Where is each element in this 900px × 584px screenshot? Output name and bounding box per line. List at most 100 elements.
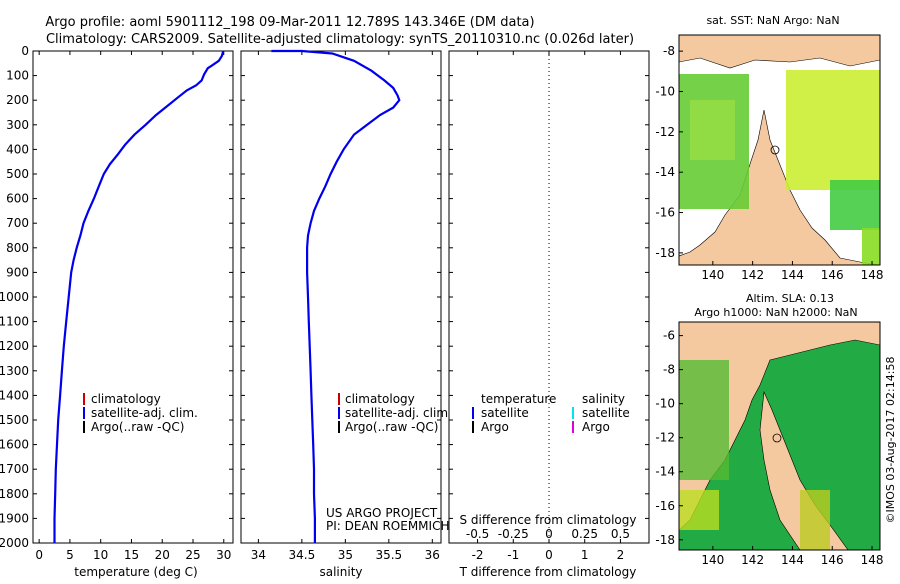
latitude-tick-label: -8 — [663, 44, 675, 58]
legend-swatch-satellite — [338, 407, 340, 419]
legend-label-argo: Argo(..raw -QC) — [345, 420, 438, 434]
temperature-x-tick-label: 30 — [216, 548, 231, 562]
depth-tick-label: 2000 — [0, 536, 29, 550]
temperature-satellite-line — [53, 50, 225, 543]
s-difference-tick-label: 0 — [545, 527, 553, 541]
depth-tick-label: 300 — [6, 118, 29, 132]
temperature-x-tick-label: 10 — [93, 548, 108, 562]
legend-label-satellite: satellite-adj. clim. — [91, 406, 198, 420]
temperature-x-tick-label: 15 — [124, 548, 139, 562]
legend-swatch-satellite — [83, 407, 85, 419]
temperature-x-tick-label: 25 — [185, 548, 200, 562]
legend-label-satellite: satellite-adj. clim. — [345, 406, 452, 420]
sst-map-frame — [678, 34, 881, 266]
depth-tick-label: 1300 — [0, 364, 29, 378]
difference-s-axis-labels: -0.5 -0.25 0 0.25 0.5 — [466, 527, 630, 541]
depth-tick-label: 400 — [6, 142, 29, 156]
t-difference-tick-label: 2 — [617, 548, 625, 562]
salinity-x-tick-label: 35 — [338, 548, 353, 562]
depth-tick-label: 1200 — [0, 339, 29, 353]
temperature-axes-frame — [32, 50, 234, 544]
temperature-x-tick-label: 0 — [35, 548, 43, 562]
difference-depth-ticks — [449, 50, 649, 544]
latitude-tick-label: -10 — [655, 84, 675, 98]
longitude-tick-label: 146 — [821, 553, 844, 567]
sla-map-subtitle: Argo h1000: NaN h2000: NaN — [694, 306, 857, 319]
depth-tick-label: 1100 — [0, 315, 29, 329]
header-line2: Climatology: CARS2009. Satellite-adjuste… — [46, 32, 634, 47]
legend-swatch-t-satellite — [472, 407, 474, 419]
latitude-tick-label: -8 — [663, 363, 675, 377]
sla-gulf-fill — [679, 360, 729, 480]
salinity-x-tick-label: 35.5 — [375, 548, 402, 562]
longitude-tick-label: 142 — [741, 268, 764, 282]
temperature-legend: climatology satellite-adj. clim. Argo(..… — [83, 392, 198, 434]
legend-swatch-s-argo — [572, 421, 574, 433]
latitude-tick-label: -14 — [655, 165, 675, 179]
depth-tick-label: 1900 — [0, 511, 29, 525]
longitude-tick-label: 142 — [741, 553, 764, 567]
depth-tick-label: 1000 — [0, 290, 29, 304]
longitude-tick-label: 148 — [861, 553, 884, 567]
longitude-tick-label: 146 — [821, 268, 844, 282]
sla-coast-fill — [800, 490, 830, 550]
depth-tick-label: 0 — [21, 44, 29, 58]
legend-label-climatology: climatology — [91, 392, 161, 406]
legend-swatch-climatology — [83, 393, 85, 405]
longitude-tick-label: 144 — [781, 553, 804, 567]
depth-tick-label: 1700 — [0, 462, 29, 476]
s-difference-tick-label: -0.5 — [466, 527, 489, 541]
latitude-tick-label: -10 — [655, 397, 675, 411]
legend-swatch-argo — [83, 421, 85, 433]
sla-map-image — [679, 322, 880, 550]
legend-swatch-climatology — [338, 393, 340, 405]
sst-map-axes: 140 142 144 146 148 -8 -10 -12 -14 -16 -18 — [655, 44, 883, 282]
sla-cape-york-land — [759, 390, 849, 550]
s-difference-tick-label: 0.25 — [571, 527, 598, 541]
salinity-x-tick-label: 34.5 — [289, 548, 316, 562]
temperature-x-tick-label: 5 — [66, 548, 74, 562]
depth-tick-label: 200 — [6, 93, 29, 107]
sst-coral-sea-south — [830, 180, 880, 230]
t-difference-label: T difference from climatology — [459, 565, 637, 579]
difference-x-axis: -2 -1 0 1 2 — [472, 51, 625, 562]
latitude-tick-label: -12 — [655, 431, 675, 445]
legend-label-t-satellite: satellite — [481, 406, 529, 420]
legend-label-t-argo: Argo — [481, 420, 509, 434]
latitude-tick-label: -18 — [655, 246, 675, 260]
pi-annotation: PI: DEAN ROEMMICH — [326, 519, 449, 533]
depth-tick-label: 700 — [6, 216, 29, 230]
salinity-satellite-line — [271, 49, 401, 543]
t-difference-tick-label: -2 — [472, 548, 484, 562]
imos-credit: ©IMOS 03-Aug-2017 02:14:58 — [884, 357, 897, 524]
temperature-x-tick-label: 20 — [155, 548, 170, 562]
depth-tick-label: 1400 — [0, 388, 29, 402]
depth-tick-label: 1800 — [0, 487, 29, 501]
salinity-depth-ticks — [241, 50, 441, 544]
depth-tick-label: 800 — [6, 241, 29, 255]
legend-label-argo: Argo(..raw -QC) — [91, 420, 184, 434]
temperature-xlabel: temperature (deg C) — [74, 565, 197, 579]
depth-tick-label: 900 — [6, 265, 29, 279]
legend-label-climatology: climatology — [345, 392, 415, 406]
difference-legend: temperature satellite Argo salinity sate… — [472, 392, 630, 434]
salinity-x-tick-label: 36 — [425, 548, 440, 562]
latitude-tick-label: -16 — [655, 206, 675, 220]
sst-map-image — [679, 35, 880, 265]
salinity-xlabel: salinity — [319, 565, 362, 579]
legend-swatch-t-argo — [472, 421, 474, 433]
difference-panel: -2 -1 0 1 2 -0.5 -0.25 0 0.25 0.5 S difference f… — [448, 50, 650, 579]
sst-map-title: sat. SST: NaN Argo: NaN — [706, 14, 839, 27]
s-difference-tick-label: -0.25 — [498, 527, 529, 541]
sla-map-panel: Altim. SLA: 0.13 Argo h1000: NaN h2000: … — [655, 292, 883, 567]
legend-label-s-satellite: satellite — [582, 406, 630, 420]
legend-swatch-argo — [338, 421, 340, 433]
sla-map-frame — [678, 321, 881, 551]
s-difference-label: S difference from climatology — [460, 513, 637, 527]
depth-tick-label: 1500 — [0, 413, 29, 427]
s-difference-tick-label: 0.5 — [611, 527, 630, 541]
latitude-tick-label: -18 — [655, 533, 675, 547]
legend-title-temperature: temperature — [481, 392, 556, 406]
sla-gulf-south — [679, 490, 719, 530]
